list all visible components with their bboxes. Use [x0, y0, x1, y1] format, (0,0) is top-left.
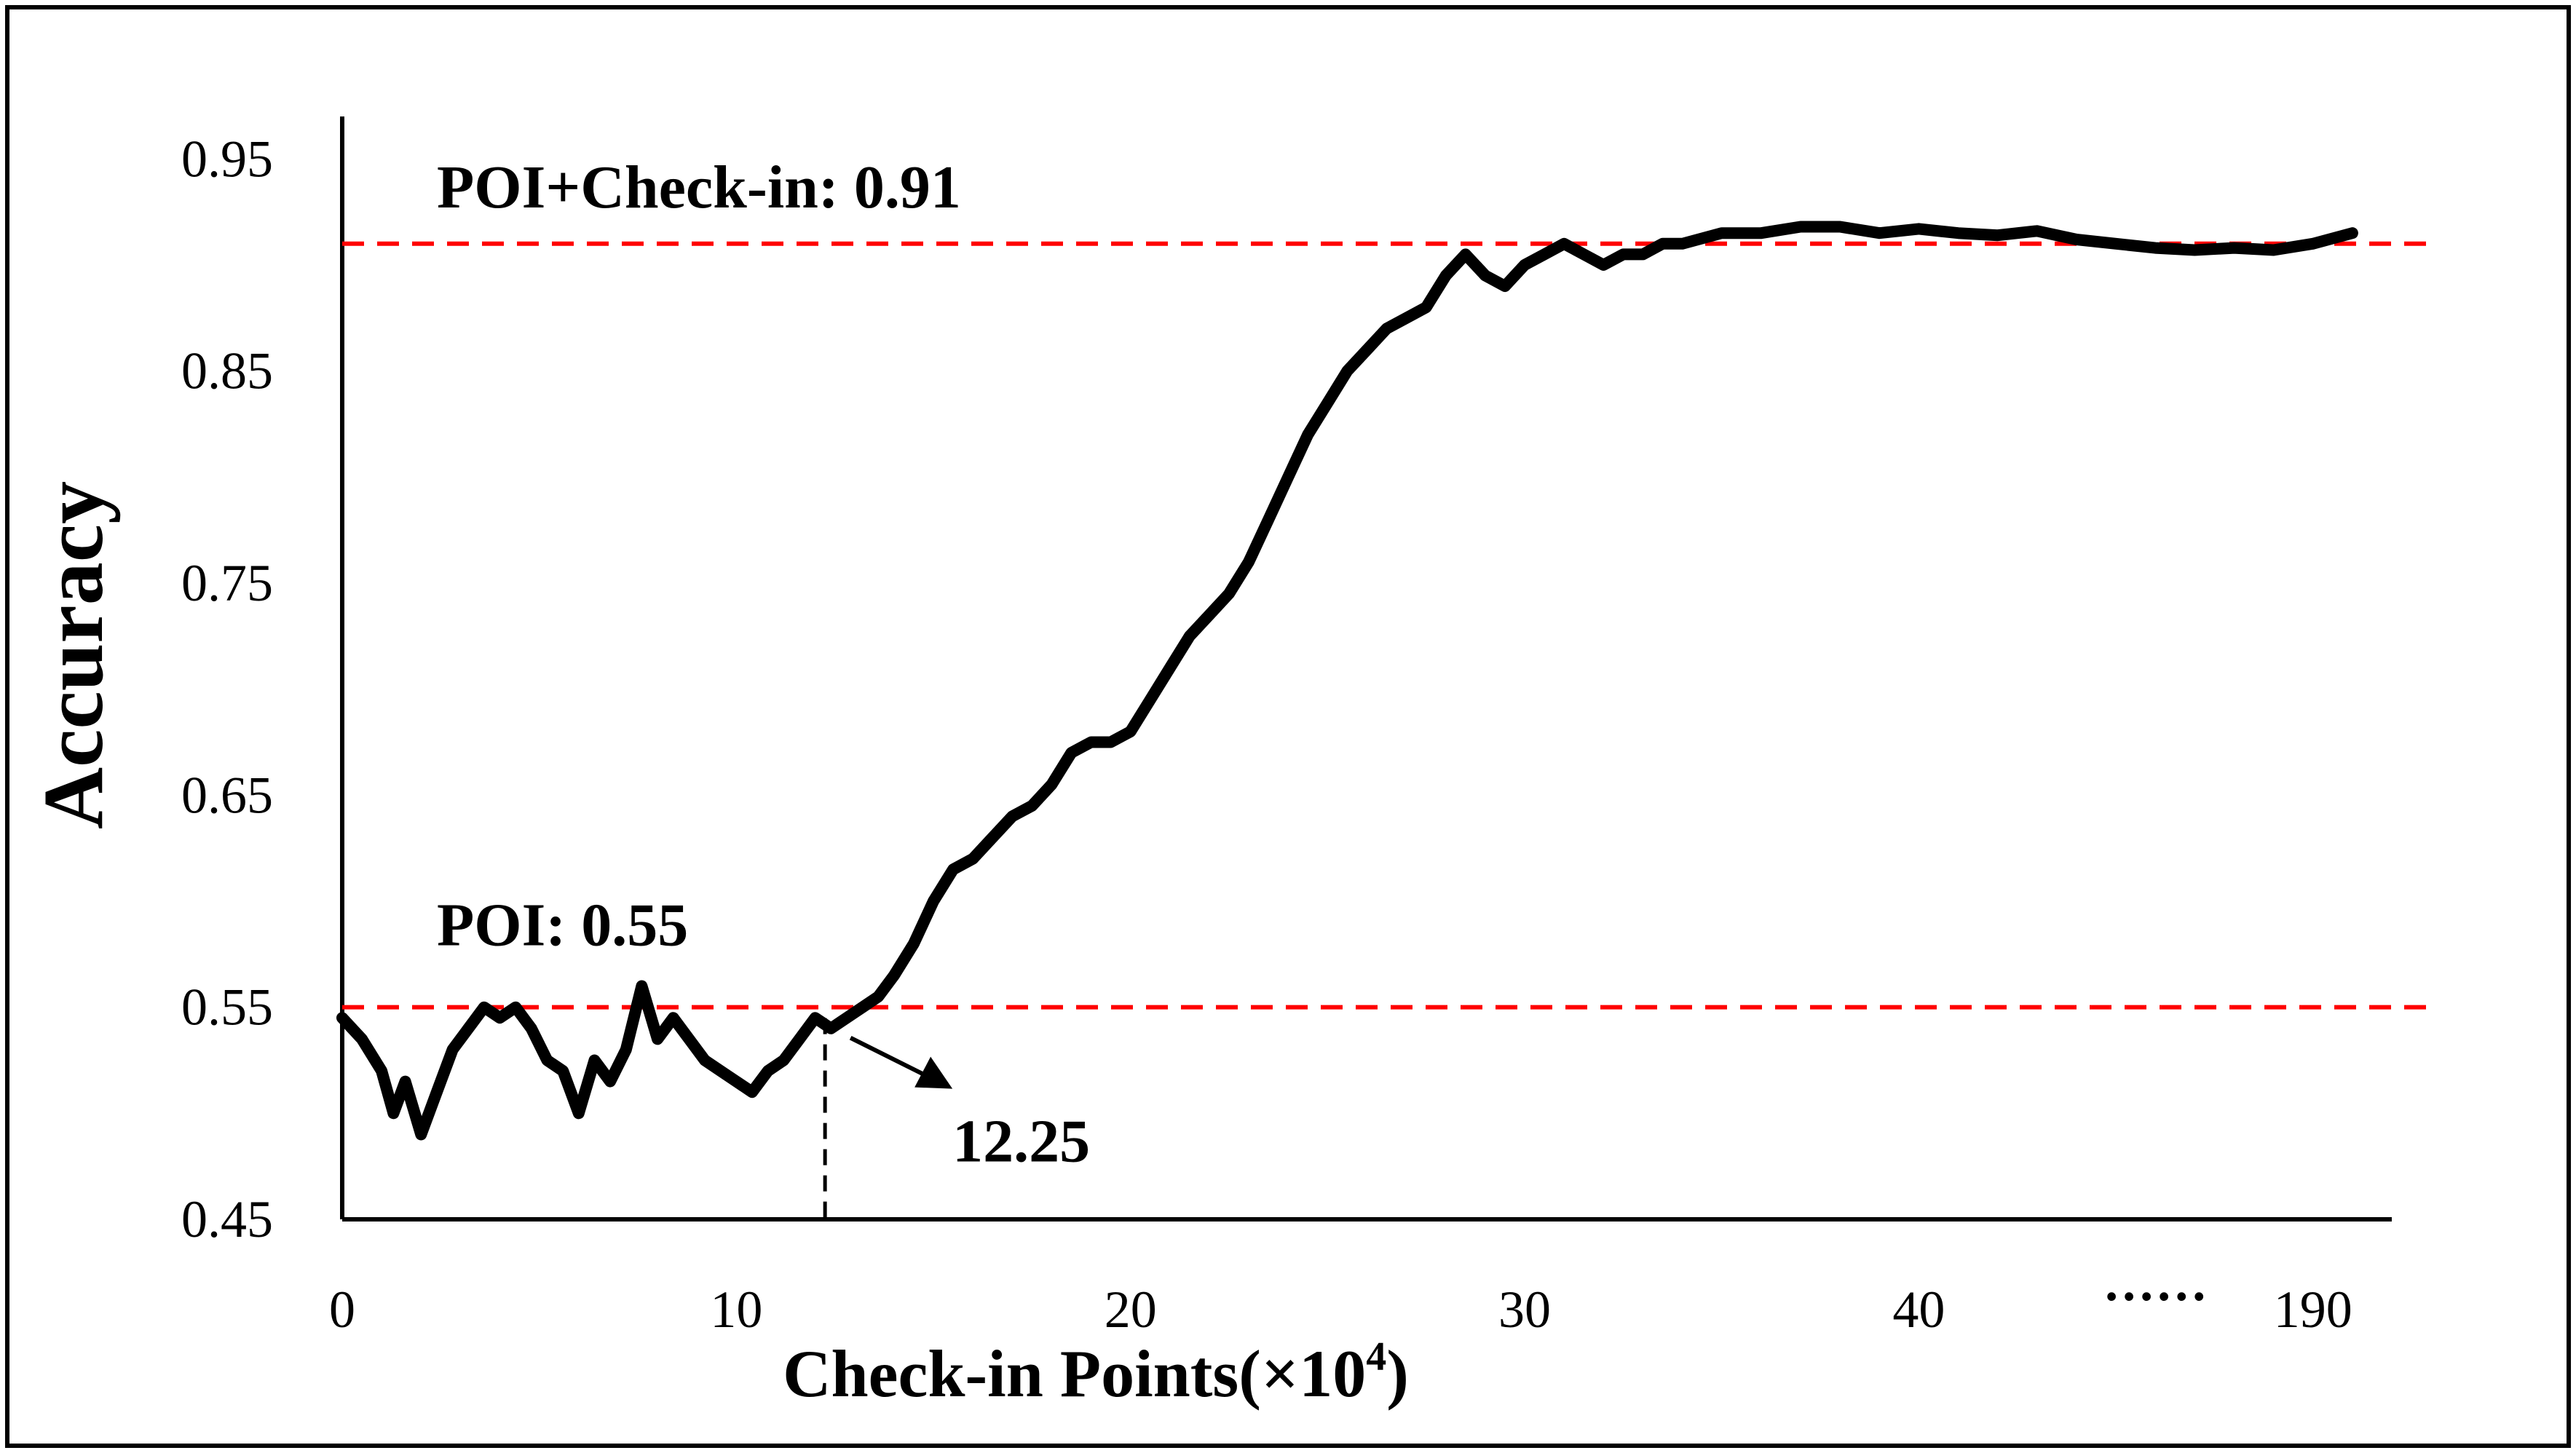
- series-line-accuracy: [336, 221, 2358, 1141]
- x-tick-label-3: 30: [1498, 1280, 1551, 1339]
- chart-frame: [5, 5, 2571, 1448]
- reference-label-poi: POI: 0.55: [437, 892, 688, 959]
- y-tick-label-3: 0.75: [181, 554, 273, 612]
- x-tick-label-1: 10: [710, 1280, 762, 1339]
- x-tick-label-5: 190: [2274, 1280, 2352, 1339]
- x-axis-title-close: ): [1386, 1337, 1409, 1411]
- x-axis-break-marker: ······: [2103, 1267, 2208, 1326]
- y-tick-label-4: 0.85: [181, 342, 273, 400]
- x-axis-title-main: Check-in Points(×10: [783, 1337, 1366, 1411]
- reference-label-poi-checkin: POI+Check-in: 0.91: [437, 154, 961, 221]
- y-tick-label-0: 0.45: [181, 1190, 273, 1248]
- x-tick-label-0: 0: [329, 1280, 355, 1339]
- annotation-arrow: [849, 1035, 953, 1089]
- axes: [340, 116, 2392, 1222]
- x-tick-labels: 0 10 20 30 40 190: [329, 1280, 2352, 1339]
- y-tick-label-2: 0.65: [181, 766, 273, 824]
- y-tick-label-1: 0.55: [181, 978, 273, 1037]
- y-axis-title: Accuracy: [25, 481, 121, 829]
- x-tick-label-4: 40: [1892, 1280, 1945, 1339]
- x-axis-title: Check-in Points(×104): [783, 1334, 1409, 1411]
- annotation-label: 12.25: [952, 1108, 1090, 1176]
- y-tick-labels: 0.45 0.55 0.65 0.75 0.85 0.95: [181, 130, 273, 1248]
- annotation-arrow-head: [914, 1056, 953, 1089]
- x-axis-title-superscript: 4: [1366, 1334, 1386, 1379]
- x-tick-label-2: 20: [1105, 1280, 1157, 1339]
- y-tick-label-5: 0.95: [181, 130, 273, 188]
